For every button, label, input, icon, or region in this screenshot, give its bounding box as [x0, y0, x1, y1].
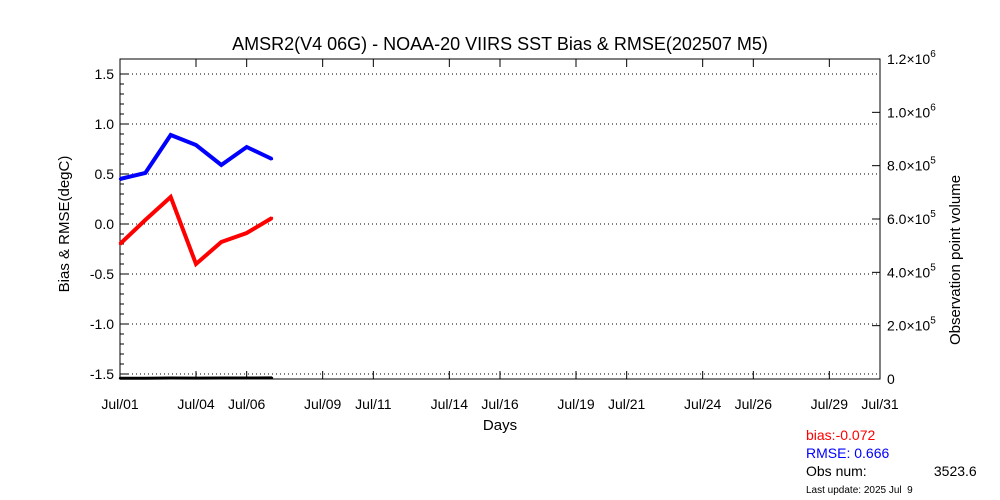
y2-tick-exponent: 6	[930, 102, 936, 113]
y2-tick-times-ten: ×10	[906, 211, 930, 227]
rmse-point	[118, 177, 122, 181]
y2-tick-mantissa: 1.0	[887, 104, 907, 120]
y2-tick-label: 2.0×105	[887, 316, 936, 334]
y-tick-label: 1.5	[95, 66, 115, 82]
obs-num-stat: Obs num: 3523.6	[806, 462, 977, 480]
y-tick-label: -0.5	[90, 266, 114, 282]
axis-ticks: 1.51.00.50.0-0.5-1.0-1.51.2×1061.0×1068.…	[90, 49, 936, 412]
y2-tick-label: 8.0×105	[887, 156, 936, 174]
x-tick-label: Jul/14	[431, 396, 469, 412]
bias-point	[245, 231, 248, 235]
y2-tick-label: 1.0×106	[887, 102, 936, 120]
rmse-line	[119, 132, 273, 181]
obs-point	[194, 376, 198, 380]
x-axis-label: Days	[483, 417, 517, 434]
y2-tick-times-ten: ×10	[906, 51, 930, 67]
x-tick-label: Jul/29	[811, 396, 849, 412]
obs-point	[144, 376, 147, 380]
rmse-point	[245, 145, 248, 149]
x-tick-label: Jul/19	[557, 396, 595, 412]
obs-point	[245, 376, 248, 380]
rmse-point	[169, 133, 172, 137]
bias-point	[220, 240, 223, 244]
plot-frame	[119, 58, 881, 380]
y2-tick-label: 0	[887, 371, 895, 387]
rmse-point	[194, 143, 198, 147]
y2-tick-mantissa: 2.0	[887, 318, 907, 334]
rmse-point	[144, 171, 147, 175]
y2-tick-times-ten: ×10	[906, 104, 930, 120]
x-tick-label: Jul/16	[481, 396, 519, 412]
y2-tick-exponent: 5	[930, 156, 936, 167]
y2-tick-exponent: 5	[930, 262, 936, 273]
y2-tick-exponent: 6	[930, 49, 936, 60]
y-tick-label: 1.0	[95, 116, 115, 132]
y2-tick-mantissa: 4.0	[887, 264, 907, 280]
rmse-point	[220, 163, 223, 167]
x-tick-label: Jul/06	[228, 396, 266, 412]
y2-tick-times-ten: ×10	[906, 318, 930, 334]
last-update-text: Last update: 2025 Jul 9	[806, 485, 913, 496]
x-tick-label: Jul/21	[608, 396, 646, 412]
y2-tick-exponent: 5	[930, 316, 936, 327]
bias-point	[118, 242, 122, 246]
y-tick-label: 0.0	[95, 216, 115, 232]
y2-tick-mantissa: 6.0	[887, 211, 907, 227]
chart-title: AMSR2(V4 06G) - NOAA-20 VIIRS SST Bias &…	[232, 34, 768, 54]
y2-tick-times-ten: ×10	[906, 264, 930, 280]
y2-tick-mantissa: 1.2	[887, 51, 907, 67]
x-tick-label: Jul/04	[177, 396, 215, 412]
bias-point	[169, 195, 172, 199]
obs-point	[169, 376, 172, 380]
x-tick-label: Jul/24	[684, 396, 722, 412]
y-tick-label: 0.5	[95, 166, 115, 182]
bias-point	[194, 262, 198, 266]
y-tick-label: -1.5	[90, 366, 114, 382]
x-tick-label: Jul/09	[304, 396, 342, 412]
x-tick-label: Jul/31	[861, 396, 899, 412]
stats-panel: bias:-0.072 RMSE: 0.666 Obs num: 3523.6	[806, 426, 977, 480]
series-layer	[118, 132, 274, 380]
grid-lines	[120, 73, 880, 375]
y2-axis-label: Observation point volume	[947, 175, 964, 345]
y2-tick-label: 4.0×105	[887, 262, 936, 280]
bias-line	[118, 193, 274, 268]
y2-tick-mantissa: 0	[887, 371, 895, 387]
bias-point	[270, 216, 274, 220]
x-tick-label: Jul/26	[735, 396, 773, 412]
obs-point	[270, 376, 274, 380]
x-tick-label: Jul/01	[101, 396, 139, 412]
rmse-stat: RMSE: 0.666	[806, 445, 890, 461]
y-tick-label: -1.0	[90, 316, 114, 332]
x-tick-label: Jul/11	[355, 396, 392, 412]
y2-tick-times-ten: ×10	[906, 158, 930, 174]
obs-num-value: 3523.6	[933, 463, 977, 479]
obs-point	[220, 376, 223, 380]
y2-tick-exponent: 5	[930, 209, 936, 220]
bias-stat: bias:-0.072	[806, 427, 876, 443]
y2-tick-label: 1.2×106	[887, 49, 936, 67]
y2-tick-mantissa: 8.0	[887, 158, 907, 174]
y-axis-label: Bias & RMSE(degC)	[56, 156, 73, 293]
bias-point	[144, 218, 147, 222]
rmse-point	[270, 157, 274, 161]
y2-tick-label: 6.0×105	[887, 209, 936, 227]
obs-point	[118, 377, 122, 380]
obs-num-label: Obs num:	[806, 463, 867, 479]
